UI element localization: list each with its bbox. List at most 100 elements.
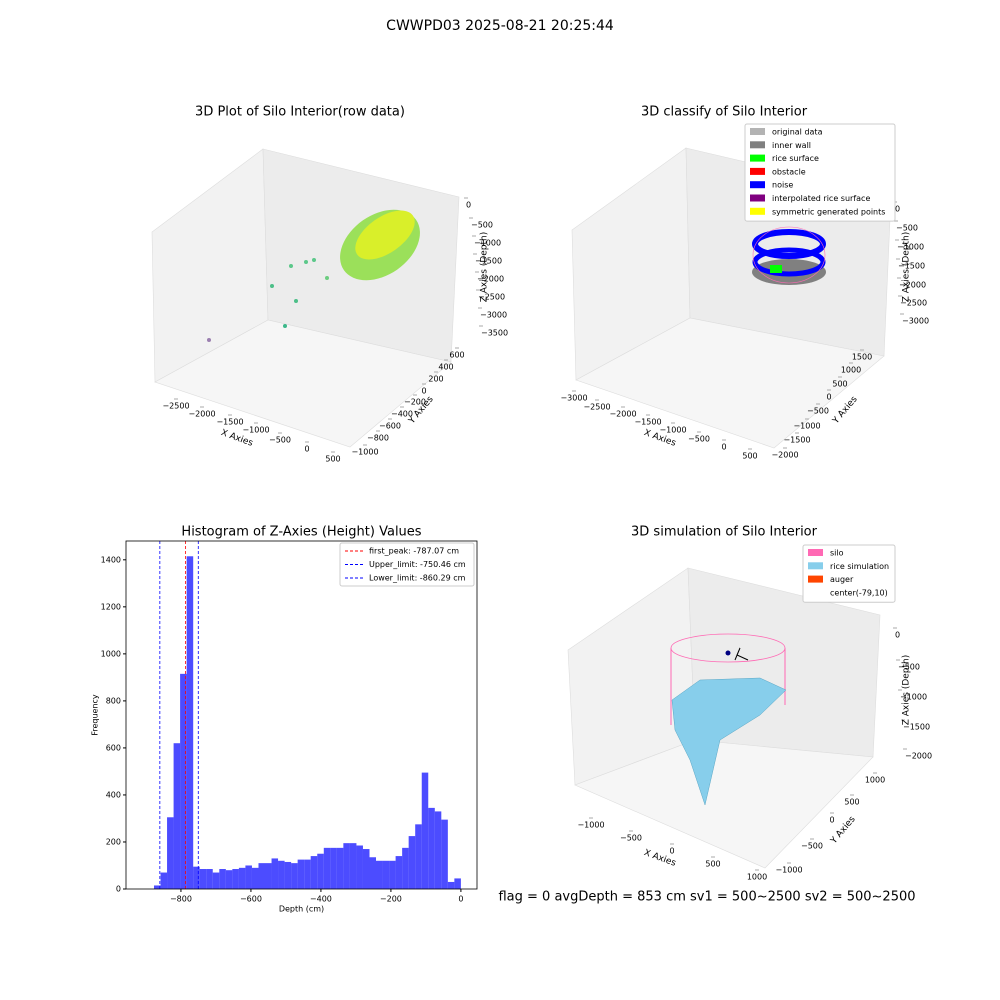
bar [382,860,390,889]
z-tick-label: −1500 [475,257,502,266]
chart-title: 3D classify of Silo Interior [641,105,808,120]
legend-swatch [750,167,765,175]
y-tick-label: 500 [844,798,859,807]
bar [415,824,422,889]
x-tick-label: −2500 [162,402,189,411]
bar [206,869,213,889]
bar [180,673,187,889]
y-tick-label: −1000 [775,866,802,875]
bar [395,856,403,889]
bar [160,872,168,889]
bar [297,859,305,889]
bar [173,743,181,889]
z-axis-label: Z Axies (Depth) [902,232,912,303]
y-tick-label: 0 [421,387,426,396]
y-tick-label: 1000 [101,649,121,658]
bar [323,847,331,889]
legend-swatch [808,588,823,596]
legend-label: Upper_limit: -750.46 cm [369,560,466,569]
y-tick-label: 600 [449,351,464,360]
bar [310,856,318,889]
x-tick-label: −500 [688,435,710,444]
bar [258,863,266,889]
y-tick-label: 1000 [865,776,885,785]
chart-title: 3D Plot of Silo Interior(row data) [195,105,405,120]
z-tick-label: −2000 [905,752,932,761]
x-tick-label: −1000 [659,426,686,435]
legend-swatch [808,562,823,570]
legend-swatch [808,575,823,583]
z-tick-label: −2000 [899,281,926,290]
y-tick-label: −800 [367,434,389,443]
y-tick-label: −200 [404,398,426,407]
bar [317,853,324,889]
bar [245,865,252,889]
bar [284,861,292,889]
x-tick-label: −1000 [242,426,269,435]
legend-label: first_peak: -787.07 cm [369,547,459,556]
point-cloud [207,209,826,806]
y-tick-label: −500 [807,407,829,416]
x-tick-label: −800 [170,895,192,904]
x-tick-label: −3000 [560,394,587,403]
legend-box [802,544,896,603]
z-tick-label: −1000 [897,243,924,252]
bar [153,885,161,889]
y-tick-label: 400 [438,363,453,372]
bar [186,556,194,889]
y-tick-label: 800 [106,696,121,705]
y-tick-label: 1200 [101,602,121,611]
z-axis-label: Z Axies (Depth) [480,232,490,303]
x-tick-label: −200 [380,895,402,904]
bar [454,878,461,889]
bar [447,881,455,889]
plot-frame [125,540,478,890]
x-tick-label: 500 [742,452,757,461]
bar [199,869,207,889]
x-tick-label: −2000 [609,410,636,419]
x-tick-label: 0 [458,895,463,904]
x-axis-label: Depth (cm) [279,905,324,914]
x-tick-label: −1500 [634,418,661,427]
x-tick-label: −2500 [583,403,610,412]
legend-box [744,123,896,222]
x-tick-label: −1000 [577,821,604,830]
x-tick-label: 500 [705,860,720,869]
y-tick-label: 1400 [101,555,121,564]
x-tick-label: −600 [240,895,262,904]
legend-label: obstacle [772,167,806,176]
bar [434,811,442,889]
bar [428,807,435,889]
bar [376,860,383,889]
bar [304,859,311,889]
y-tick-label: −1500 [783,436,810,445]
z-tick-label: −1000 [474,239,501,248]
legend-swatch [750,181,765,189]
y-tick-label: −1000 [351,448,378,457]
z-tick-label: −3500 [481,329,508,338]
bar [336,847,344,889]
legend-label: rice surface [772,154,819,163]
z-axis-label: Z Axies (Depth) [902,655,912,726]
bar [278,860,285,889]
bar [225,870,233,889]
legend-label: rice simulation [830,562,889,571]
bar [441,819,448,889]
z-tick-label: −500 [471,221,493,230]
y-tick-label: 1000 [841,366,861,375]
y-tick-label: −500 [801,842,823,851]
legend-swatch [750,141,765,149]
z-tick-label: 0 [895,631,900,640]
legend-label: Lower_limit: -860.29 cm [369,574,466,583]
legend-label: silo [830,549,844,558]
chart-title: 3D simulation of Silo Interior [631,525,818,540]
chart-title: Histogram of Z-Axies (Height) Values [181,525,421,540]
bar [408,836,416,889]
z-tick-label: 0 [895,205,900,214]
x-tick-label: −1500 [216,418,243,427]
legend-label: symmetric generated points [772,207,885,216]
y-tick-label: 400 [106,790,121,799]
legend-swatch [750,194,765,202]
z-tick-label: −500 [898,663,920,672]
x-tick-label: −2000 [188,410,215,419]
